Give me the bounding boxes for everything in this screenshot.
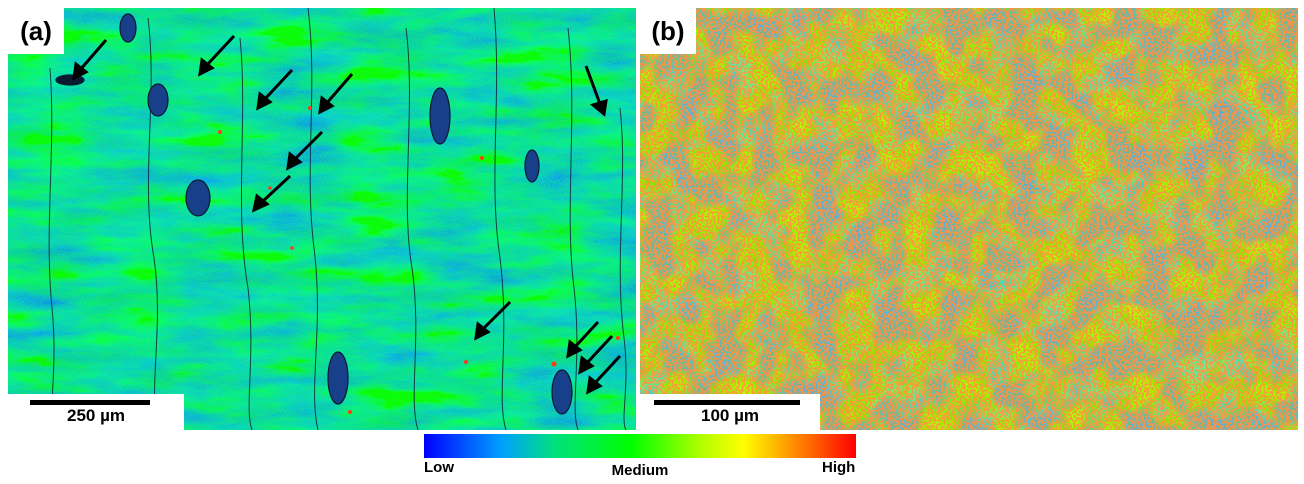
arrow-11 [586, 354, 622, 395]
colorbar-high-label: High [822, 459, 856, 476]
scale-bar-label: 100 µm [701, 406, 759, 425]
kam-map-a [8, 8, 636, 430]
arrow-3 [256, 68, 294, 111]
arrow-1 [72, 39, 108, 81]
colorbar-medium-label: Medium [611, 462, 669, 479]
arrow-7 [584, 65, 608, 117]
scale-bar-line [30, 400, 150, 405]
color-scale-bar [424, 434, 856, 458]
panel-label: (a) [8, 8, 64, 54]
kam-map-b [640, 8, 1298, 430]
arrow-4 [318, 73, 354, 115]
micrograph-panel-b: (b) 100 µm [640, 8, 1298, 430]
micrograph-panel-a: (a) 250 µm [8, 8, 636, 430]
arrow-2 [198, 34, 236, 77]
panel-label: (b) [640, 8, 696, 54]
arrow-5 [286, 130, 324, 171]
colorbar-low-label: Low [424, 459, 454, 476]
scale-bar-label: 250 µm [67, 406, 125, 425]
arrow-8 [474, 300, 512, 341]
scale-bar: 250 µm [8, 394, 184, 430]
scale-bar-line [654, 400, 800, 405]
scale-bar: 100 µm [640, 394, 820, 430]
arrow-10 [578, 334, 614, 375]
arrow-6 [251, 174, 292, 213]
arrow-9 [566, 320, 600, 359]
